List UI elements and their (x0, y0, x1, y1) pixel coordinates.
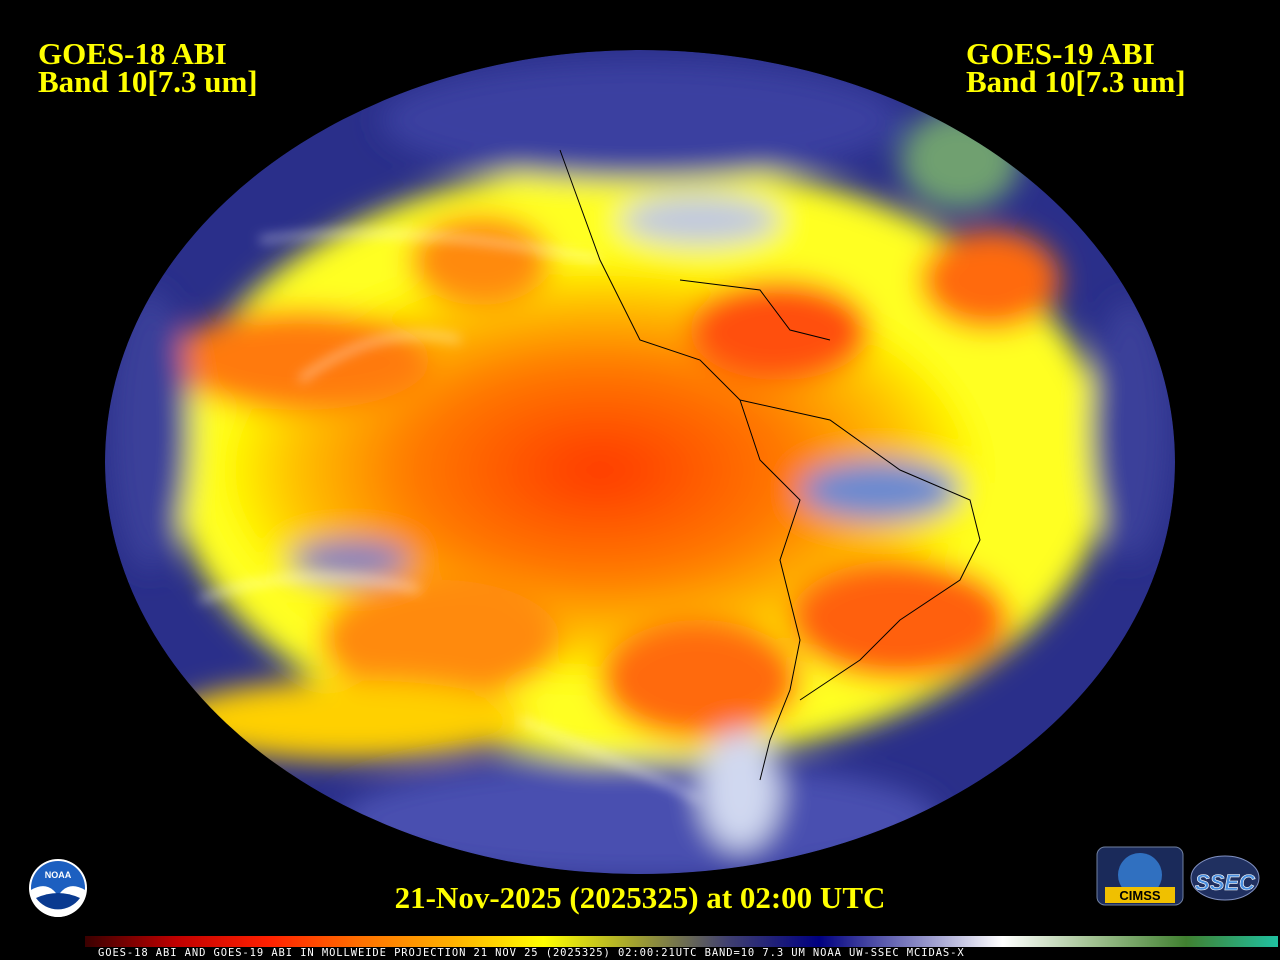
ssec-logo-text: SSEC (1195, 870, 1256, 895)
right-satellite-title: GOES-19 ABI Band 10[7.3 um] (966, 36, 1186, 99)
cimss-logo: CIMSS (1096, 846, 1184, 906)
cimss-logo-text: CIMSS (1119, 888, 1161, 903)
left-satellite-name: GOES-18 ABI (38, 36, 227, 71)
left-satellite-title: GOES-18 ABI Band 10[7.3 um] (38, 36, 258, 99)
footer-caption: GOES-18 ABI AND GOES-19 ABI IN MOLLWEIDE… (98, 947, 965, 959)
coastline-americas (559, 149, 981, 781)
color-scale-bar (85, 936, 1278, 947)
noaa-logo: NOAA (29, 859, 87, 917)
date-time-label: 21-Nov-2025 (2025325) at 02:00 UTC (394, 880, 886, 915)
left-band-label: Band 10[7.3 um] (38, 64, 258, 99)
ssec-logo: SSEC (1190, 855, 1260, 901)
right-band-label: Band 10[7.3 um] (966, 64, 1186, 99)
right-satellite-name: GOES-19 ABI (966, 36, 1155, 71)
noaa-logo-text: NOAA (45, 870, 72, 880)
